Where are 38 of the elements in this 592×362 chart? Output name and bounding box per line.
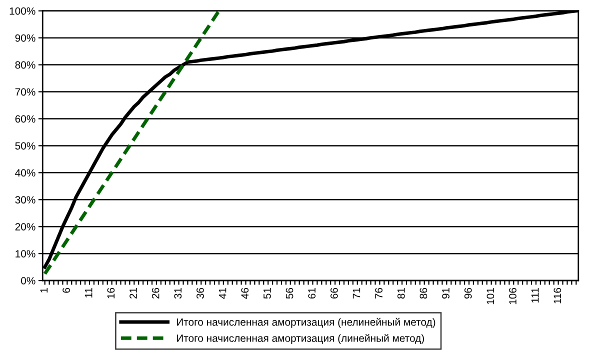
- x-tick-label: 101: [486, 288, 494, 304]
- x-tick-label: 11: [85, 288, 92, 298]
- x-tick-label: 16: [107, 288, 115, 298]
- x-tick-label: 26: [152, 288, 160, 299]
- y-tick-label: 60%: [15, 115, 36, 123]
- x-tick-label: 66: [330, 288, 338, 299]
- legend-label: Итого начисленная амортизация (нелинейный метод): [176, 318, 436, 328]
- x-tick-label: 56: [286, 288, 294, 299]
- x-tick-label: 76: [375, 288, 383, 299]
- x-tick-label: 111: [531, 288, 539, 303]
- y-tick-label: 20%: [15, 223, 36, 230]
- x-tick-label: 36: [196, 288, 204, 299]
- y-tick-label: 90%: [15, 34, 36, 42]
- x-tick-label: 51: [264, 288, 271, 299]
- x-tick-label: 81: [397, 288, 405, 299]
- legend-label: Итого начисленная амортизация (линейный метод): [176, 334, 424, 344]
- x-tick-label: 86: [420, 288, 428, 299]
- y-tick-label: 50%: [15, 142, 36, 150]
- x-tick-label: 1: [40, 288, 48, 292]
- y-tick-label: 10%: [16, 250, 36, 258]
- y-tick-label: 80%: [15, 61, 36, 69]
- y-tick-label: 70%: [15, 88, 36, 96]
- x-tick-label: 61: [308, 288, 316, 299]
- x-tick-label: 106: [509, 288, 516, 304]
- line-series: [43, 10, 221, 276]
- x-tick-label: 31: [174, 288, 182, 299]
- y-tick-label: 40%: [15, 169, 36, 177]
- x-tick-label: 21: [130, 288, 137, 299]
- y-tick-label: 30%: [15, 196, 36, 204]
- y-tick-label: 100%: [10, 7, 36, 15]
- x-tick-label: 116: [554, 288, 562, 304]
- x-tick-label: 6: [62, 288, 70, 293]
- x-tick-label: 91: [442, 288, 450, 299]
- x-tick-label: 96: [464, 288, 472, 299]
- x-tick-label: 71: [352, 288, 360, 299]
- x-tick-label: 41: [218, 288, 226, 299]
- y-tick-label: 0%: [21, 277, 36, 284]
- x-tick-label: 46: [241, 288, 249, 299]
